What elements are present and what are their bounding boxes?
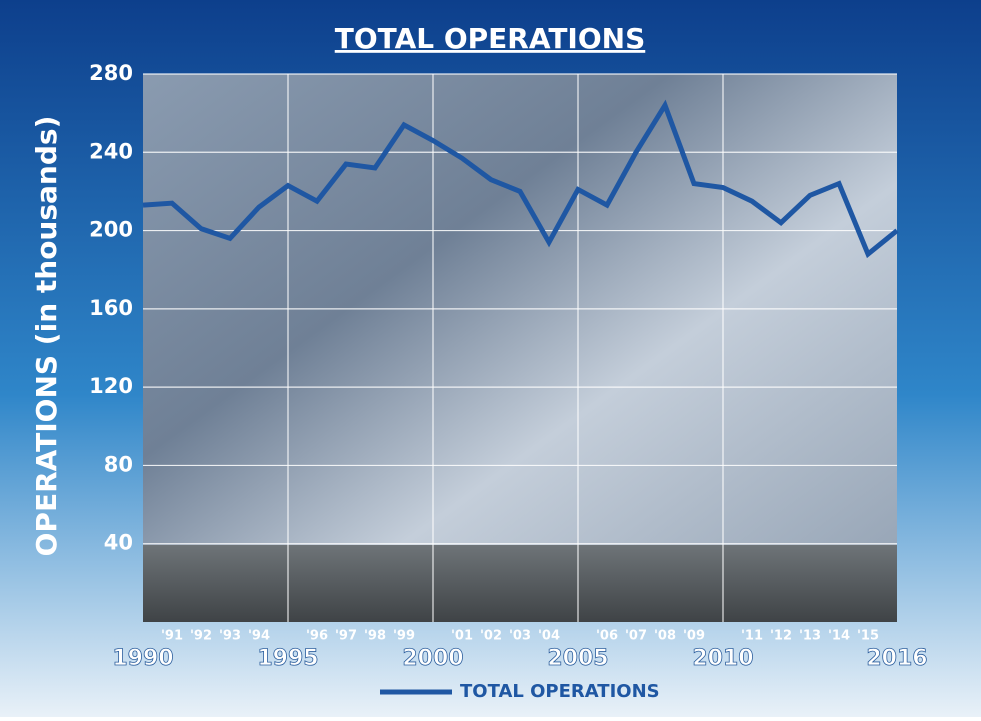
y-tick-label: 40 xyxy=(104,531,133,555)
x-tick-label: '99 xyxy=(393,629,415,644)
x-tick-label: '94 xyxy=(248,629,270,644)
data-line xyxy=(142,99,899,259)
x-tick-label: '15 xyxy=(857,629,879,644)
legend: TOTAL OPERATIONS xyxy=(380,681,660,702)
plot-photo xyxy=(143,74,897,622)
y-tick-label: 200 xyxy=(89,218,133,242)
x-tick-label: 2000 xyxy=(402,646,463,671)
y-tick-label: 240 xyxy=(89,139,133,163)
x-tick-label: '11 xyxy=(741,629,763,644)
x-tick-label: '04 xyxy=(538,629,560,644)
y-tick-label: 280 xyxy=(89,61,133,85)
ground xyxy=(143,545,897,622)
x-tick-label: 2010 xyxy=(692,646,753,671)
x-tick-label: '02 xyxy=(480,629,502,644)
y-axis-title: OPERATIONS (in thousands) xyxy=(30,116,63,557)
x-tick-label: '12 xyxy=(770,629,792,644)
x-tick-label: 1995 xyxy=(257,646,318,671)
y-tick-label: 80 xyxy=(104,452,133,476)
x-tick-label: '98 xyxy=(364,629,386,644)
y-tick-label: 120 xyxy=(89,374,133,398)
x-tick-label: '06 xyxy=(596,629,618,644)
x-tick-label: '08 xyxy=(654,629,676,644)
x-tick-label: '97 xyxy=(335,629,357,644)
x-tick-label: 1990 xyxy=(112,646,173,671)
x-tick-label: '14 xyxy=(828,629,850,644)
x-tick-label: '13 xyxy=(799,629,821,644)
chart-title: TOTAL OPERATIONS xyxy=(335,22,646,55)
x-tick-label: '92 xyxy=(190,629,212,644)
x-tick-label: '03 xyxy=(509,629,531,644)
x-tick-label: '01 xyxy=(451,629,473,644)
x-tick-label: 2005 xyxy=(547,646,608,671)
x-tick-label: '07 xyxy=(625,629,647,644)
y-tick-label: 160 xyxy=(89,296,133,320)
x-tick-label: '96 xyxy=(306,629,328,644)
x-tick-label: 2016 xyxy=(866,646,927,671)
x-tick-label: '91 xyxy=(161,629,183,644)
legend-label: TOTAL OPERATIONS xyxy=(460,681,660,702)
x-tick-label: '93 xyxy=(219,629,241,644)
x-tick-label: '09 xyxy=(683,629,705,644)
